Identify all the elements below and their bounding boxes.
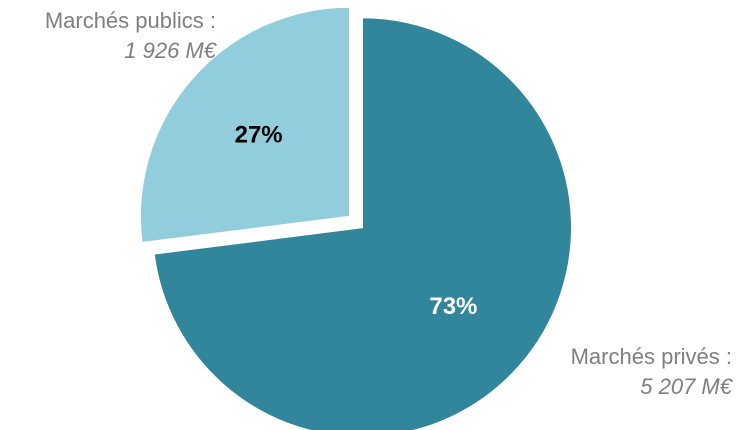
percent-label-marches-publics: 27% xyxy=(235,122,283,149)
label-marches-prives: Marchés privés : 5 207 M€ xyxy=(530,342,732,402)
percent-labels: 73% 27% xyxy=(235,122,478,321)
label-marches-prives-value: 5 207 M€ xyxy=(640,374,732,399)
label-marches-publics: Marchés publics : 1 926 M€ xyxy=(8,6,216,66)
pie-slice-marches-prives xyxy=(152,16,573,430)
label-marches-prives-name: Marchés privés : xyxy=(570,344,732,369)
pie-slice-marches-publics xyxy=(139,5,351,245)
label-marches-publics-name: Marchés publics : xyxy=(44,8,216,33)
percent-label-marches-prives: 73% xyxy=(429,293,477,320)
label-marches-publics-value: 1 926 M€ xyxy=(124,38,216,63)
pie-slices xyxy=(139,5,573,430)
